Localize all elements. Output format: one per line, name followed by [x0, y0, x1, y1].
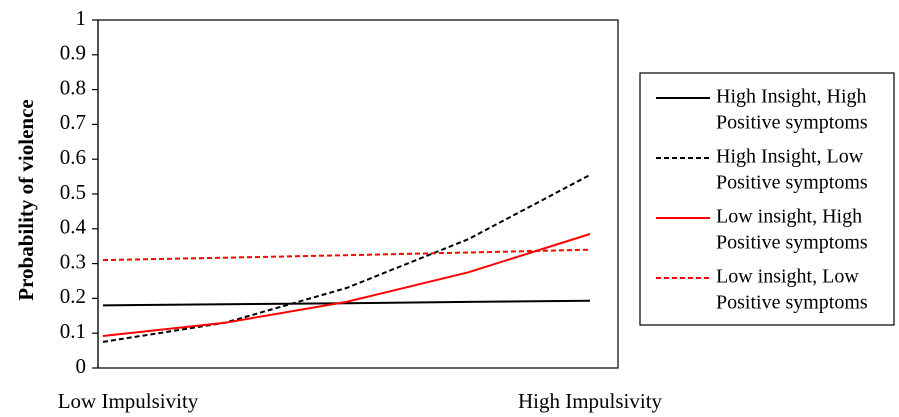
legend-label-2: High Insight, Low	[716, 146, 864, 168]
x-category-label-high: High Impulsivity	[518, 389, 663, 413]
y-axis-title: Probability of violence	[14, 99, 38, 300]
legend-box	[639, 72, 895, 326]
legend-label-3: Low insight, High	[716, 206, 862, 228]
legend-label-1: Positive symptoms	[716, 112, 868, 134]
legend: High Insight, High Positive symptoms High …	[639, 72, 895, 326]
legend-label-4: Low insight, Low	[716, 266, 859, 288]
y-tick-label: 0.3	[60, 249, 86, 273]
legend-label-4: Positive symptoms	[716, 292, 868, 314]
series-line-3	[102, 233, 591, 337]
legend-label-1: High Insight, High	[716, 86, 867, 108]
series-lines	[102, 174, 591, 343]
y-tick-label: 0.2	[60, 284, 86, 308]
plot-area	[97, 19, 619, 369]
y-tick-label: 1	[76, 6, 87, 30]
y-tick-label: 0.6	[60, 145, 86, 169]
plot-area-border	[97, 19, 619, 369]
legend-label-3: Positive symptoms	[716, 232, 868, 254]
y-ticks: 0 0.1 0.2 0.3 0.4 0.5 0.6 0.7 0.8 0.9 1	[60, 6, 98, 378]
y-tick-label: 0.8	[60, 75, 86, 99]
y-tick-label: 0.7	[60, 110, 86, 134]
series-line-1	[102, 299, 591, 307]
y-tick-label: 0.9	[60, 41, 86, 65]
series-line-4	[102, 248, 591, 262]
y-tick-label: 0.1	[60, 319, 86, 343]
series-line-2	[102, 174, 591, 343]
x-category-label-low: Low Impulsivity	[58, 389, 199, 413]
legend-label-2: Positive symptoms	[716, 172, 868, 194]
y-tick-label: 0.5	[60, 180, 86, 204]
y-tick-label: 0	[76, 354, 87, 378]
y-tick-label: 0.4	[60, 215, 87, 239]
